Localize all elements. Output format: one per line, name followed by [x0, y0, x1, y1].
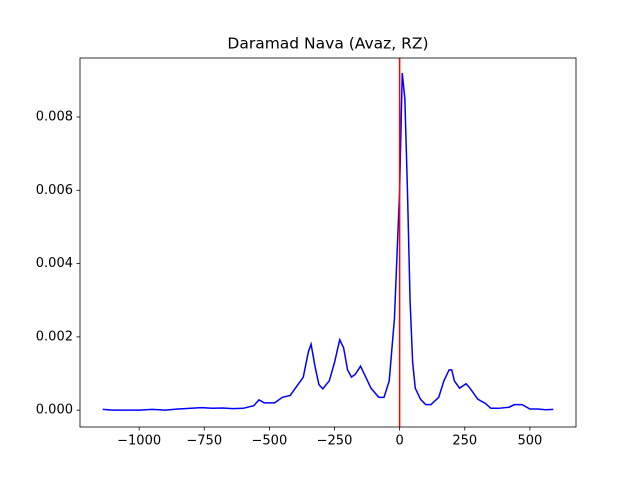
x-tick-label: −250 [317, 434, 353, 449]
y-tick-label: 0.008 [36, 109, 73, 124]
y-tick-label: 0.002 [36, 329, 73, 344]
y-tick-label: 0.000 [36, 403, 73, 418]
x-tick-label: 250 [452, 434, 477, 449]
x-tick-label: −500 [252, 434, 288, 449]
axes-frame [79, 57, 577, 428]
x-tick-label: −750 [186, 434, 222, 449]
line-series [102, 72, 554, 411]
x-tick-label: −1000 [117, 434, 161, 449]
chart-title: Daramad Nava (Avaz, RZ) [227, 35, 428, 53]
y-tick-label: 0.006 [36, 183, 73, 198]
y-tick-label: 0.004 [36, 256, 73, 271]
x-tick-label: 500 [517, 434, 542, 449]
x-tick-label: 0 [395, 434, 403, 449]
